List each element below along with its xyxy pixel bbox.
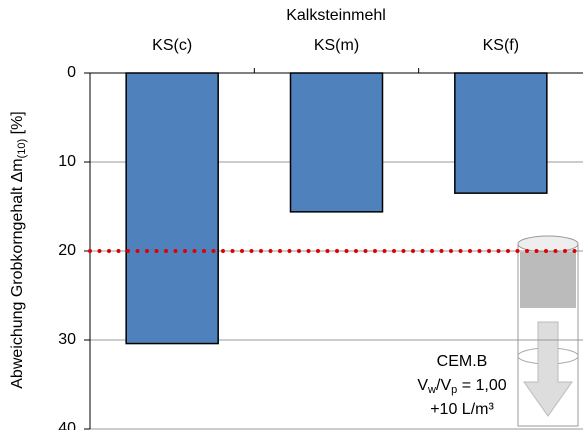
x-tick-label: KS(c): [152, 37, 192, 54]
y-tick-label: 30: [58, 331, 76, 348]
bar: [454, 72, 548, 194]
bar: [125, 72, 219, 345]
y-label-part: Abweichung Grobkorngehalt Δm: [9, 158, 26, 388]
y-axis-label: Abweichung Grobkorngehalt Δm(10) [%]: [9, 111, 28, 389]
annotation-line: +10 L/m³: [430, 401, 494, 418]
annotation-part: V: [417, 377, 428, 394]
x-tick-label: KS(f): [483, 37, 519, 54]
annotation-part: /V: [436, 377, 451, 394]
annotation-part: w: [427, 384, 436, 396]
y-tick-label: 10: [58, 153, 76, 170]
annotation-line: CEM.B: [437, 353, 488, 370]
y-label-part: [%]: [9, 111, 26, 139]
cylinder-icon: [517, 235, 579, 427]
annotation-line: Vw/Vp = 1,00: [417, 377, 506, 396]
annotation-part: = 1,00: [457, 377, 506, 394]
y-tick-label: 40: [58, 420, 76, 430]
y-tick-label: 0: [67, 64, 76, 81]
annotation: CEM.B Vw/Vp = 1,00 +10 L/m³: [417, 353, 506, 418]
annotation-part: p: [451, 384, 457, 396]
y-tick-label: 20: [58, 242, 76, 259]
bar: [289, 72, 384, 213]
x-tick-label: KS(m): [314, 37, 359, 54]
chart-title: Kalksteinmehl: [286, 7, 386, 24]
y-label-part: (10): [16, 139, 28, 159]
